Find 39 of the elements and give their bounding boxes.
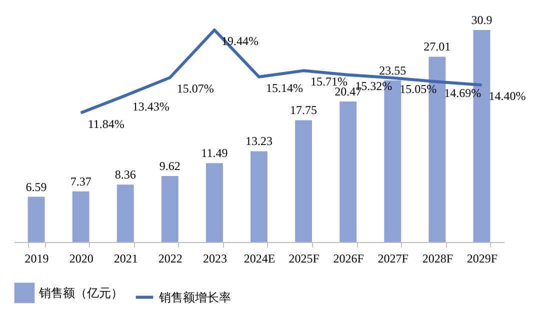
- data-label: 17.75: [290, 103, 318, 118]
- data-label: 15.14%: [266, 80, 303, 95]
- data-label: 14.40%: [488, 88, 526, 103]
- x-tick-label: 2027F: [378, 252, 409, 266]
- bar: [340, 102, 357, 242]
- x-tick-label: 2025F: [288, 252, 320, 266]
- legend-label: 销售额增长率: [158, 290, 231, 304]
- data-label: 14.69%: [444, 86, 482, 100]
- x-tick-label: 2026F: [333, 252, 364, 266]
- x-tick-label: 2021: [114, 252, 138, 266]
- data-label: 8.36: [114, 168, 136, 182]
- bar: [116, 184, 134, 242]
- bar: [295, 120, 312, 242]
- bar: [250, 151, 268, 242]
- data-label: 15.71%: [310, 74, 348, 89]
- data-label: 13.43%: [132, 100, 170, 114]
- data-label: 13.23: [246, 134, 272, 148]
- data-label: 23.55: [379, 63, 406, 78]
- data-label: 11.84%: [88, 116, 124, 131]
- data-label: 30.9: [471, 13, 492, 27]
- data-label: 27.01: [424, 40, 451, 54]
- bar: [161, 176, 178, 242]
- x-tick-label: 2022: [158, 252, 182, 266]
- data-label: 7.37: [70, 174, 92, 188]
- data-label: 6.59: [26, 180, 47, 194]
- x-tick-label: 2024E: [244, 252, 276, 266]
- x-tick-label: 2023: [202, 252, 227, 266]
- x-tick-label: 2020: [69, 252, 94, 266]
- data-label: 9.62: [159, 159, 180, 173]
- data-label: 15.07%: [176, 82, 214, 96]
- x-tick-label: 2019: [24, 252, 49, 266]
- x-tick-label: 2028F: [422, 252, 454, 266]
- bar: [72, 191, 90, 242]
- data-label: 15.05%: [400, 82, 437, 96]
- legend-label: 销售额（亿元）: [38, 286, 123, 300]
- bar: [206, 163, 223, 242]
- data-label: 11.49: [201, 146, 228, 160]
- bar: [28, 196, 45, 242]
- x-tick-label: 2029F: [466, 252, 498, 266]
